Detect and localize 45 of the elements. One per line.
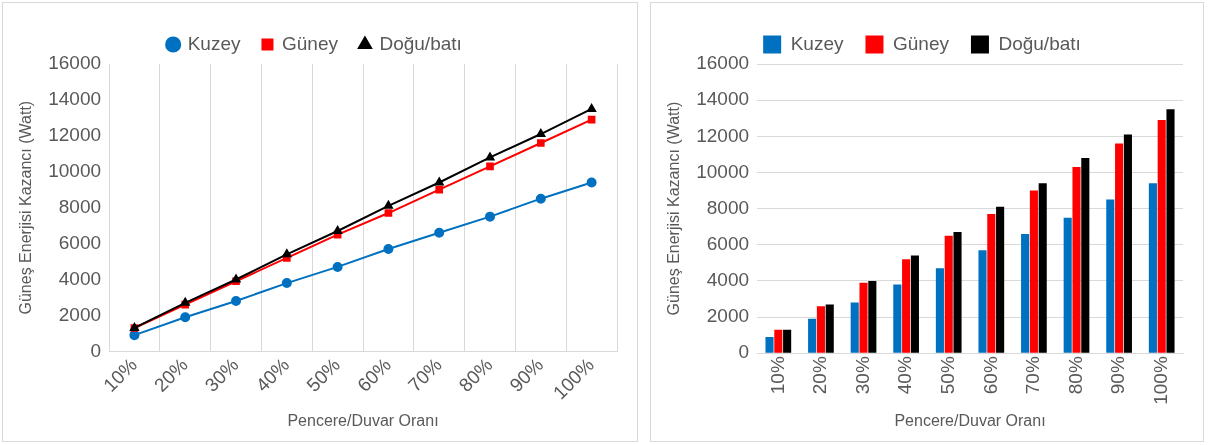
x-tick-label: 80%: [1064, 356, 1086, 395]
y-tick-label: 0: [90, 339, 102, 361]
x-tick-label: 50%: [936, 356, 958, 395]
x-tick-label: 60%: [979, 356, 1001, 395]
y-tick-label: 4000: [706, 269, 750, 291]
y-tick-label: 12000: [696, 124, 750, 146]
x-tick-label: 90%: [1107, 356, 1129, 395]
x-axis-title: Pencere/Duvar Oranı: [287, 411, 439, 429]
legend-label: Doğu/batı: [998, 32, 1081, 54]
y-tick-label: 8000: [706, 196, 750, 218]
x-tick-label: 30%: [200, 353, 243, 396]
x-tick-label: 60%: [353, 353, 396, 396]
x-axis-title: Pencere/Duvar Oranı: [894, 411, 1046, 429]
y-tick-label: 14000: [48, 88, 102, 110]
legend-label: Güney: [892, 32, 950, 54]
y-axis-title: Güneş Enerjisi Kazancı (Watt): [665, 101, 683, 316]
legend-label: Güney: [281, 32, 339, 54]
x-tick-label: 50%: [302, 353, 345, 396]
y-tick-label: 10000: [696, 160, 750, 182]
x-tick-label: 90%: [505, 353, 548, 396]
x-tick-label: 20%: [809, 356, 831, 395]
y-tick-label: 2000: [58, 303, 102, 325]
y-axis-title: Güneş Enerjisi Kazancı (Watt): [17, 100, 35, 315]
x-tick-label: 10%: [766, 356, 788, 395]
y-tick-label: 14000: [696, 88, 750, 110]
x-tick-label: 100%: [1149, 356, 1171, 405]
legend-label: Doğu/batı: [379, 32, 462, 54]
y-tick-label: 4000: [58, 267, 102, 289]
y-tick-label: 10000: [48, 159, 102, 181]
y-tick-label: 16000: [48, 52, 102, 74]
x-tick-label: 80%: [454, 353, 497, 396]
x-tick-label: 30%: [851, 356, 873, 395]
x-tick-label: 40%: [251, 353, 294, 396]
x-tick-label: 40%: [894, 356, 916, 395]
x-tick-label: 70%: [1022, 356, 1044, 395]
x-tick-label: 70%: [404, 353, 446, 396]
y-tick-label: 6000: [706, 232, 750, 254]
y-tick-label: 6000: [58, 231, 102, 253]
y-tick-label: 8000: [58, 195, 102, 217]
y-tick-label: 12000: [48, 124, 102, 146]
legend-label: Kuzey: [187, 32, 241, 54]
legend-label: Kuzey: [790, 32, 844, 54]
y-tick-label: 2000: [706, 305, 750, 327]
y-tick-label: 0: [738, 341, 750, 363]
y-tick-label: 16000: [696, 52, 750, 74]
